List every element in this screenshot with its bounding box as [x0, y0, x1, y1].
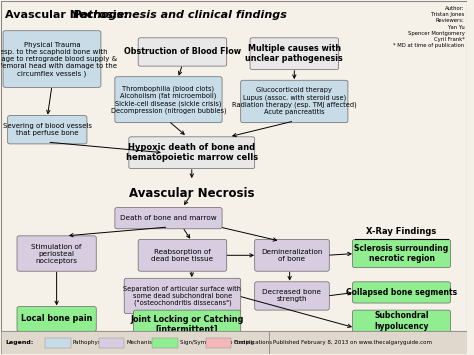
Text: Reabsorption of
dead bone tissue: Reabsorption of dead bone tissue: [151, 249, 213, 262]
Text: Local bone pain: Local bone pain: [21, 315, 92, 323]
Text: Sign/Symptom/Lab Finding: Sign/Symptom/Lab Finding: [180, 340, 254, 345]
FancyBboxPatch shape: [8, 116, 87, 144]
Text: Avascular Necrosis:: Avascular Necrosis:: [5, 10, 132, 20]
Text: Author:
Tristan Jones
Reviewers:
Yan Yu
Spencer Montgomery
Cyril Frank*
* MD at : Author: Tristan Jones Reviewers: Yan Yu …: [393, 6, 465, 48]
FancyBboxPatch shape: [115, 208, 222, 229]
FancyBboxPatch shape: [3, 31, 101, 87]
Text: Published February 8, 2013 on www.thecalgaryguide.com: Published February 8, 2013 on www.thecal…: [273, 340, 432, 345]
FancyBboxPatch shape: [138, 38, 227, 66]
Text: Complications: Complications: [234, 340, 273, 345]
Text: Obstruction of Blood Flow: Obstruction of Blood Flow: [124, 48, 241, 56]
Text: Avascular Necrosis: Avascular Necrosis: [129, 187, 255, 200]
Bar: [0, 331, 467, 354]
FancyBboxPatch shape: [17, 307, 96, 331]
Bar: [45, 338, 71, 348]
Text: Mechanism: Mechanism: [127, 340, 158, 345]
FancyBboxPatch shape: [241, 80, 348, 123]
Text: Stimulation of
periosteal
nociceptors: Stimulation of periosteal nociceptors: [31, 244, 82, 263]
FancyBboxPatch shape: [17, 236, 96, 271]
FancyBboxPatch shape: [134, 310, 241, 338]
Text: Glucocorticoid therapy
Lupus (assoc. with steroid use)
Radiation therapy (esp. T: Glucocorticoid therapy Lupus (assoc. wit…: [232, 87, 357, 115]
Text: Multiple causes with
unclear pathogenesis: Multiple causes with unclear pathogenesi…: [246, 44, 343, 64]
Text: Pathogenesis and clinical findings: Pathogenesis and clinical findings: [73, 10, 287, 20]
Text: Hypoxic death of bone and
hematopoietic marrow cells: Hypoxic death of bone and hematopoietic …: [126, 143, 258, 163]
Text: Subchondral
hypolucency
"Crescent sign": Subchondral hypolucency "Crescent sign": [368, 311, 435, 341]
FancyBboxPatch shape: [255, 239, 329, 271]
Text: Demineralization
of bone: Demineralization of bone: [261, 249, 323, 262]
Text: Severing of blood vessels
that perfuse bone: Severing of blood vessels that perfuse b…: [3, 123, 92, 136]
Bar: [206, 338, 231, 348]
Text: Death of bone and marrow: Death of bone and marrow: [120, 215, 217, 221]
FancyBboxPatch shape: [353, 239, 450, 268]
Text: Decreased bone
strength: Decreased bone strength: [263, 289, 321, 302]
FancyBboxPatch shape: [353, 310, 450, 342]
FancyBboxPatch shape: [124, 278, 241, 313]
Bar: [99, 338, 124, 348]
Text: Legend:: Legend:: [5, 340, 34, 345]
Text: Collapsed bone segments: Collapsed bone segments: [346, 288, 457, 297]
Text: Physical Trauma
(esp. to the scaphoid bone with
damage to retrograde blood suppl: Physical Trauma (esp. to the scaphoid bo…: [0, 42, 118, 77]
Text: Pathophysiology: Pathophysiology: [73, 340, 118, 345]
Text: Sclerosis surrounding
necrotic region: Sclerosis surrounding necrotic region: [355, 244, 448, 263]
Bar: [152, 338, 178, 348]
Text: X-Ray Findings: X-Ray Findings: [366, 227, 437, 236]
FancyBboxPatch shape: [250, 38, 338, 70]
Text: Thrombophilia (blood clots)
Alcoholism (fat microemboli)
Sickle-cell disease (si: Thrombophilia (blood clots) Alcoholism (…: [110, 85, 226, 114]
FancyBboxPatch shape: [129, 137, 255, 169]
FancyBboxPatch shape: [353, 282, 450, 303]
FancyBboxPatch shape: [255, 282, 329, 310]
FancyBboxPatch shape: [115, 77, 222, 123]
FancyBboxPatch shape: [138, 239, 227, 271]
Text: Separation of articular surface with
some dead subchondral bone
("osteochondriti: Separation of articular surface with som…: [123, 286, 241, 306]
Text: Joint Locking or Catching
[intermittent]: Joint Locking or Catching [intermittent]: [130, 315, 244, 334]
